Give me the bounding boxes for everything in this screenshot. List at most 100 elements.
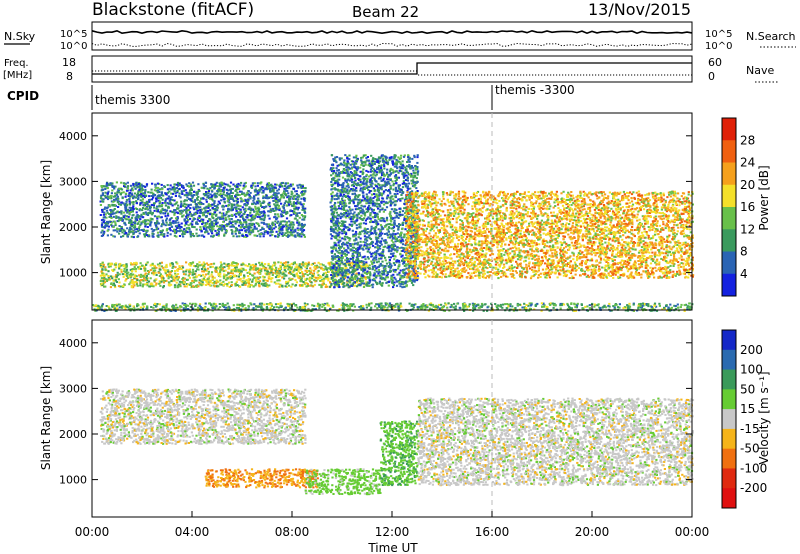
- power-cell-1: [275, 197, 278, 200]
- power-cell-1: [216, 192, 219, 195]
- power-cell-0: [112, 282, 115, 285]
- power-cell-0: [103, 274, 106, 277]
- power-cell-1: [125, 232, 128, 234]
- power-cell-2: [395, 250, 399, 253]
- power-cell-1: [275, 183, 278, 186]
- power-cell-0: [361, 277, 364, 280]
- power-cell-0: [243, 274, 246, 277]
- power-cell-0: [214, 268, 218, 271]
- power-cell-0: [263, 282, 266, 285]
- power-cell-0: [339, 278, 342, 281]
- power-cell-1: [289, 183, 292, 186]
- power-cell-1: [207, 192, 210, 195]
- power-cell-2: [362, 177, 365, 180]
- power-cell-1: [156, 231, 160, 234]
- power-cell-1: [292, 201, 295, 204]
- power-cell-0: [302, 281, 305, 283]
- power-cell-1: [196, 235, 199, 238]
- power-cell-0: [201, 281, 204, 284]
- power-cell-1: [283, 225, 286, 228]
- power-cell-1: [158, 188, 162, 191]
- power-cell-1: [234, 189, 237, 192]
- power-cell-1: [297, 202, 300, 205]
- power-cell-0: [167, 273, 170, 276]
- power-cell-1: [240, 198, 243, 201]
- power-cell-0: [288, 269, 291, 272]
- power-cell-1: [268, 210, 271, 213]
- power-cell-1: [134, 196, 137, 199]
- power-cell-2: [376, 244, 379, 247]
- power-cell-1: [280, 233, 283, 236]
- power-cell-1: [117, 206, 120, 208]
- power-cell-0: [205, 273, 208, 276]
- power-cell-1: [180, 202, 183, 205]
- power-cell-0: [273, 281, 276, 284]
- power-cell-1: [112, 185, 116, 188]
- power-cell-0: [256, 267, 259, 270]
- power-cell-1: [222, 182, 225, 185]
- power-cell-1: [176, 226, 179, 229]
- power-cell-0: [359, 267, 363, 270]
- power-cell-0: [126, 277, 129, 279]
- power-cell-0: [295, 263, 298, 266]
- scan-right-tick-top: 10^5: [705, 29, 732, 40]
- power-cell-1: [178, 195, 181, 198]
- power-cell-2: [359, 240, 362, 243]
- power-cell-0: [233, 265, 236, 267]
- power-cell-1: [272, 224, 275, 227]
- power-cell-1: [251, 222, 255, 225]
- power-cell-0: [206, 278, 209, 281]
- power-cell-1: [217, 230, 220, 233]
- power-cell-1: [139, 202, 142, 205]
- power-cell-1: [222, 208, 225, 211]
- power-cell-1: [259, 187, 262, 190]
- power-cell-0: [302, 264, 305, 267]
- power-cell-0: [107, 275, 110, 277]
- power-cell-0: [292, 271, 295, 274]
- power-cell-1: [159, 230, 162, 233]
- power-cell-1: [100, 219, 104, 222]
- power-cell-2: [371, 216, 374, 219]
- power-cell-2: [368, 246, 372, 249]
- power-cell-0: [223, 266, 226, 269]
- power-cell-0: [281, 262, 284, 265]
- power-cell-2: [373, 279, 377, 282]
- power-cell-2: [367, 202, 370, 204]
- power-cell-1: [264, 214, 267, 217]
- power-cell-0: [349, 281, 352, 284]
- power-cell-1: [231, 197, 234, 200]
- power-cell-1: [99, 204, 102, 206]
- scan-left-tick-bottom: 10^0: [60, 41, 87, 52]
- power-cell-0: [349, 279, 352, 282]
- power-cell-1: [103, 216, 106, 219]
- power-cell-1: [304, 187, 307, 190]
- power-cell-1: [286, 224, 290, 227]
- power-cell-1: [181, 210, 184, 213]
- power-cell-0: [246, 281, 249, 284]
- power-cell-0: [264, 272, 267, 275]
- power-cell-1: [104, 191, 107, 194]
- power-cell-0: [290, 273, 293, 275]
- power-cell-1: [178, 235, 182, 237]
- power-cell-2: [401, 281, 404, 283]
- power-cell-0: [168, 284, 171, 287]
- power-cell-1: [115, 181, 118, 184]
- power-cell-0: [299, 268, 302, 271]
- power-cell-1: [140, 213, 143, 216]
- power-cell-0: [122, 275, 125, 278]
- power-cell-1: [250, 186, 254, 189]
- power-cell-0: [244, 264, 247, 267]
- power-cell-1: [269, 208, 272, 211]
- power-cell-1: [262, 191, 265, 194]
- power-cell-1: [142, 212, 145, 214]
- power-cell-1: [174, 195, 177, 197]
- power-cell-1: [114, 185, 117, 188]
- power-cell-0: [161, 276, 164, 279]
- power-cell-0: [145, 274, 148, 277]
- power-cell-0: [269, 278, 272, 281]
- power-cell-1: [150, 195, 153, 197]
- power-cell-1: [298, 223, 301, 226]
- power-cell-1: [291, 228, 294, 231]
- power-cell-0: [279, 261, 283, 264]
- power-cell-2: [392, 210, 395, 213]
